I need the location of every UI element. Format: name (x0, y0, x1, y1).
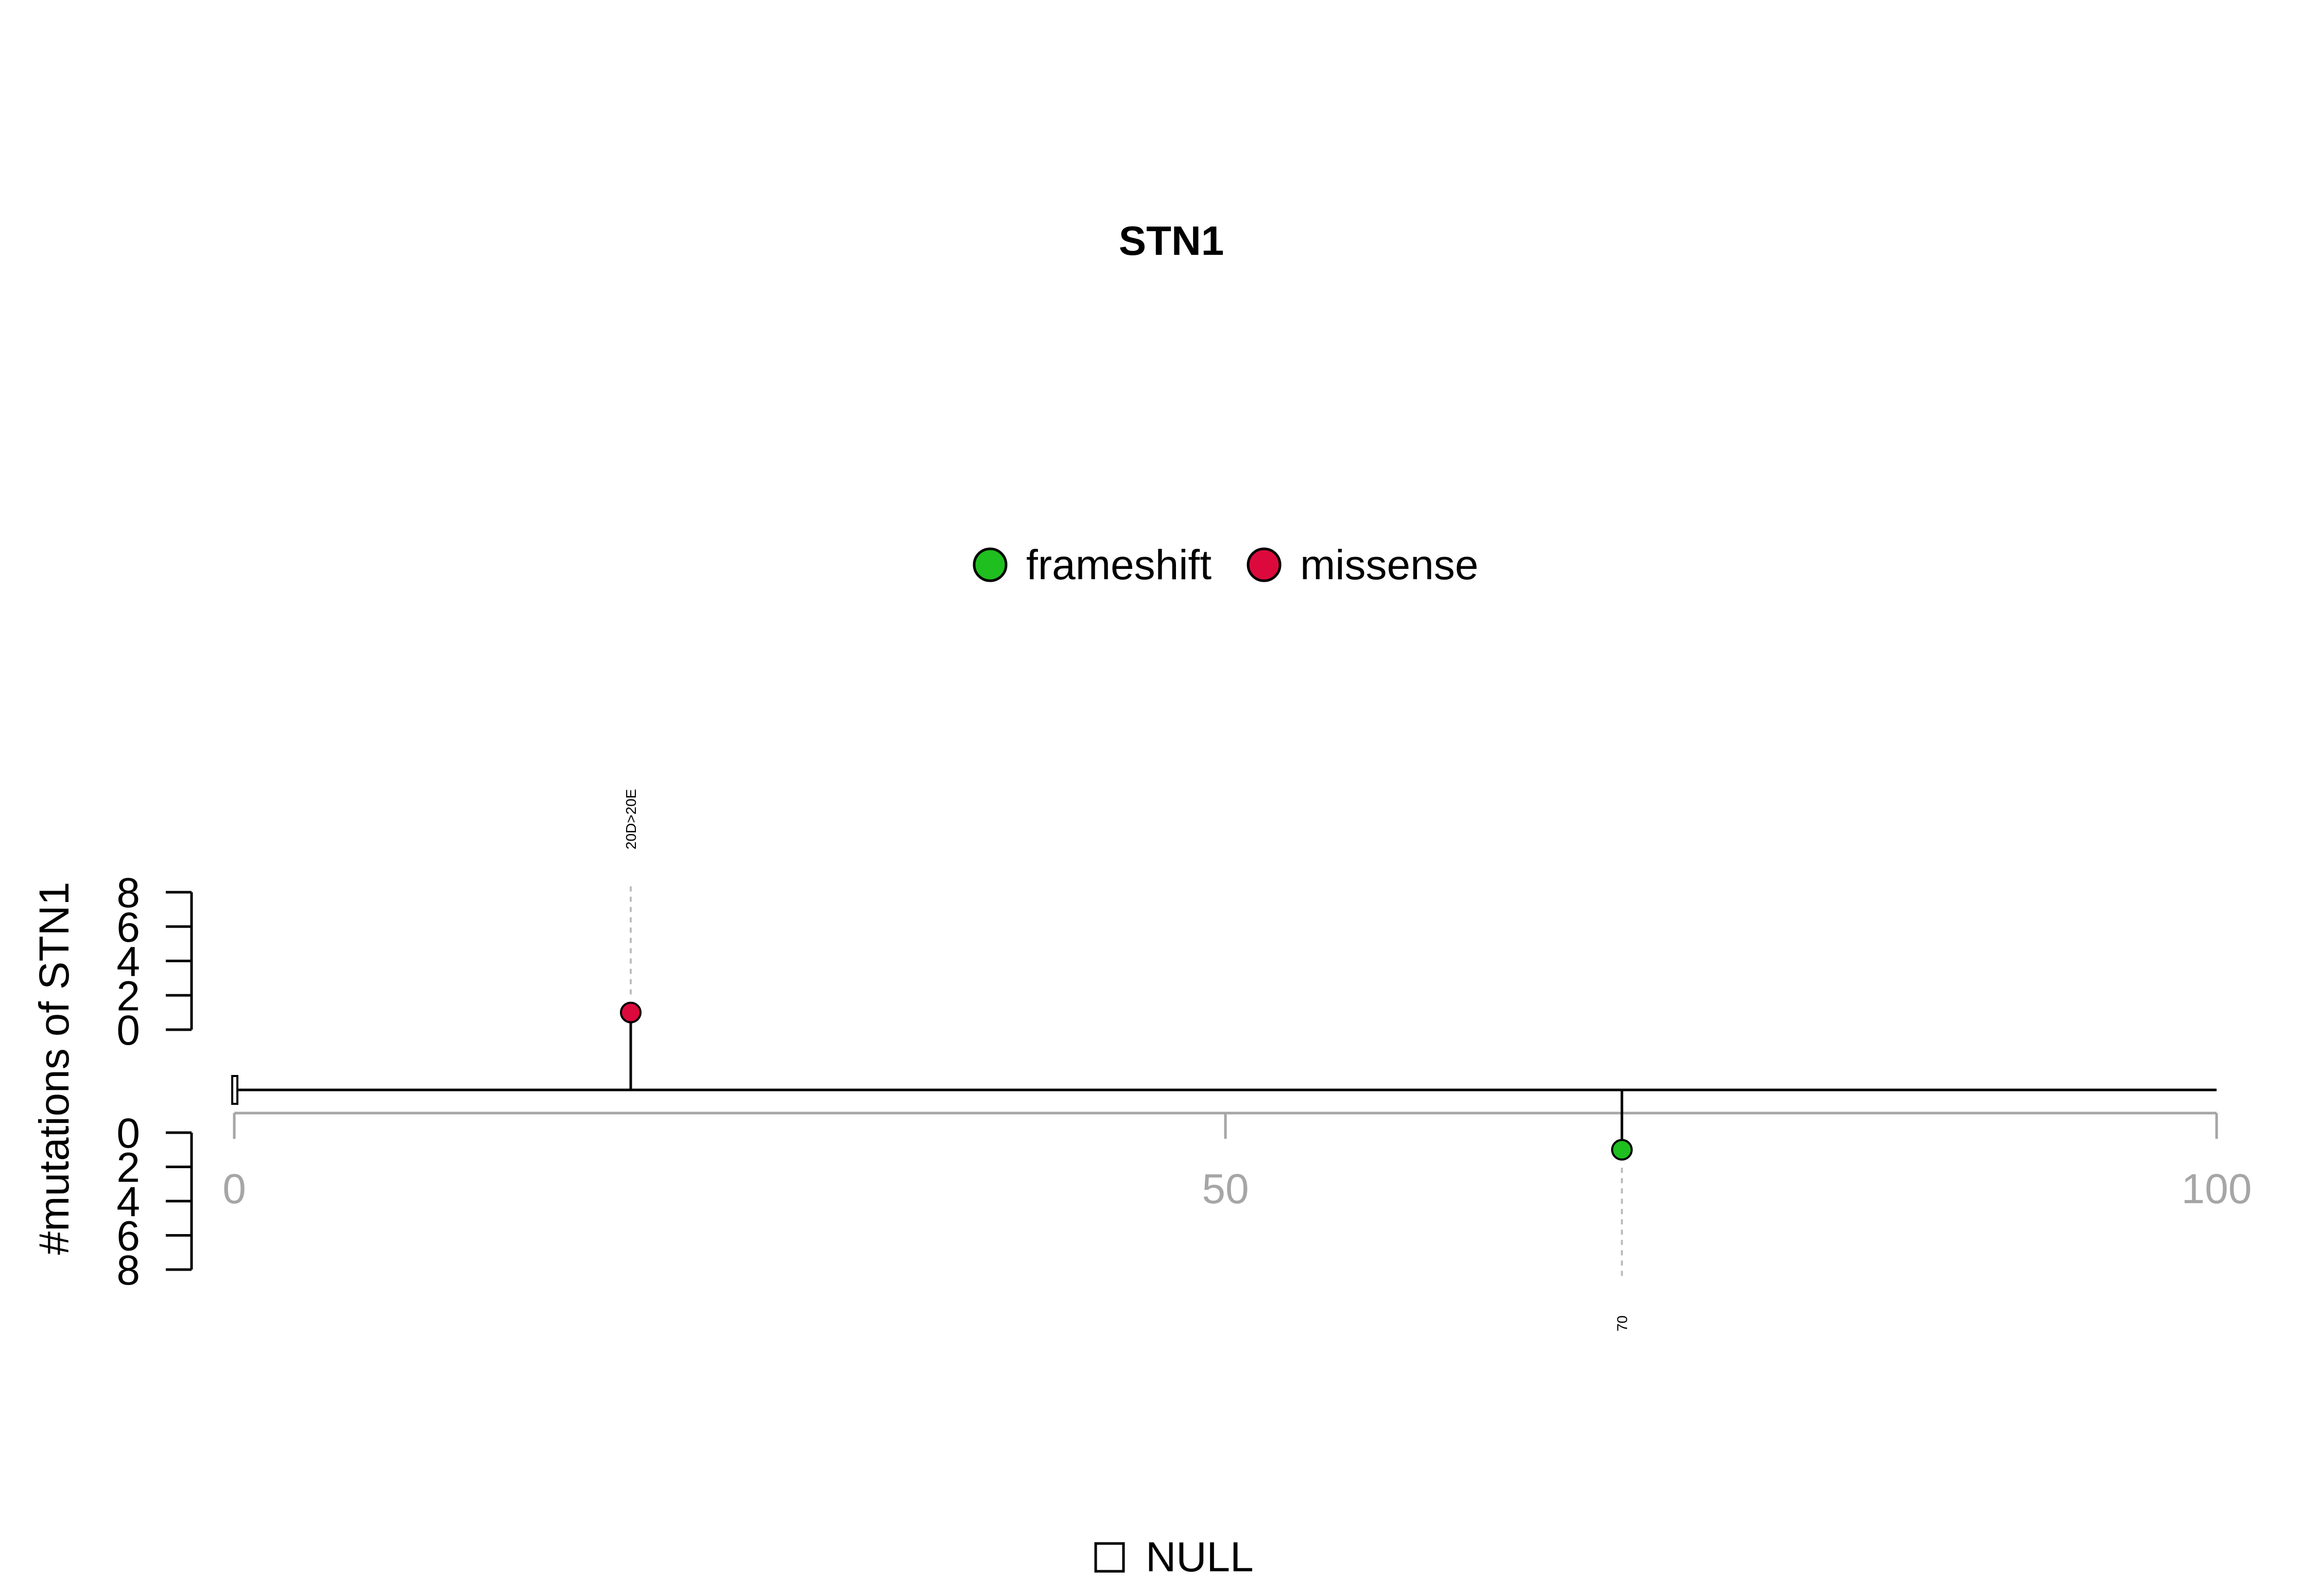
x-axis: 0 50 100 (222, 1112, 2252, 1212)
mutation-head (1611, 1139, 1633, 1161)
y-tick-label-bottom-0: 0 (116, 1110, 140, 1157)
domain-legend-swatch (1094, 1542, 1125, 1573)
y-axis-label: #mutations of STN1 (31, 882, 78, 1255)
chart-title: STN1 (1119, 218, 1224, 264)
x-tick-label-50: 50 (1202, 1166, 1249, 1212)
mutation-type-legend: frameshift missense (973, 542, 1478, 588)
y-tick-label-bottom-4: 4 (116, 1178, 140, 1225)
x-tick-label-0: 0 (222, 1166, 246, 1212)
y-tick-label-top-2: 2 (116, 973, 140, 1019)
y-tick-label-top-0: 0 (116, 1007, 140, 1054)
y-tick-label-top-6: 6 (116, 904, 140, 951)
y-tick-label-top-4: 4 (116, 939, 140, 985)
legend-label-frameshift: frameshift (1026, 542, 1212, 588)
legend-label-missense: missense (1300, 542, 1478, 588)
mutation-lollipop-20: 20D>20E (620, 789, 642, 1090)
y-tick-label-top-8: 8 (116, 870, 140, 916)
domain-legend-label: NULL (1146, 1534, 1254, 1581)
mutation-label: 20D>20E (623, 789, 639, 849)
protein-start-box (231, 1075, 238, 1105)
y-tick-label-bottom-2: 2 (116, 1144, 140, 1191)
legend-marker-missense (1247, 547, 1282, 582)
mutation-lollipops: 20D>20E 70 (620, 789, 1633, 1331)
x-tick-label-100: 100 (2182, 1166, 2252, 1212)
mutation-lollipop-70: 70 (1611, 1090, 1633, 1331)
legend-marker-frameshift (973, 547, 1008, 582)
y-tick-label-bottom-6: 6 (116, 1213, 140, 1260)
mutation-label: 70 (1614, 1315, 1630, 1331)
y-tick-label-bottom-8: 8 (116, 1247, 140, 1294)
domain-legend: NULL (1094, 1534, 1254, 1581)
mutation-head (620, 1001, 642, 1023)
protein-backbone (231, 1075, 2217, 1105)
